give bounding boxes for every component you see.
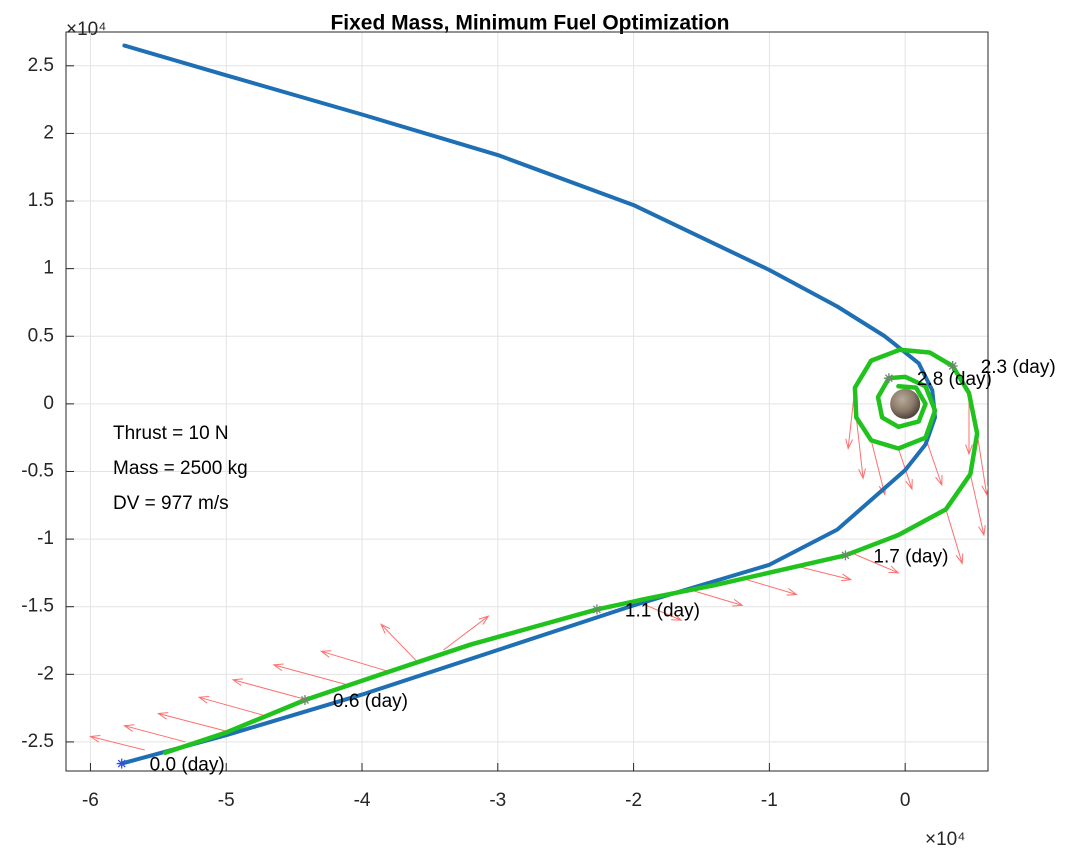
y-tick-label: 1 [43, 258, 54, 279]
time-label: 0.6 (day) [333, 691, 408, 712]
y-tick-label: 0 [43, 393, 54, 414]
y-tick-label: -0.5 [21, 460, 54, 481]
annotation: Mass = 2500 kg [113, 458, 248, 479]
y-tick-label: 0.5 [28, 325, 54, 346]
y-tick-label: 2 [43, 122, 54, 143]
time-marker [840, 550, 850, 560]
time-label: 1.7 (day) [873, 546, 948, 567]
chart: Fixed Mass, Minimum Fuel Optimization ×1… [0, 0, 1081, 849]
time-marker [117, 759, 127, 769]
annotation: Thrust = 10 N [113, 423, 229, 444]
y-exponent-label: ×10⁴ [66, 19, 106, 40]
time-label: 1.1 (day) [625, 600, 700, 621]
y-tick-label: -2 [37, 663, 54, 684]
y-tick-label: -2.5 [21, 731, 54, 752]
x-tick-label: 0 [900, 790, 911, 811]
x-tick-label: -6 [82, 790, 99, 811]
x-tick-label: -2 [625, 790, 642, 811]
time-marker [884, 373, 894, 383]
y-tick-label: -1 [37, 528, 54, 549]
annotation: DV = 977 m/s [113, 493, 229, 514]
y-tick-label: 1.5 [28, 190, 54, 211]
x-tick-label: -4 [354, 790, 371, 811]
time-marker [592, 604, 602, 614]
y-tick-label: -1.5 [21, 596, 54, 617]
time-marker [300, 695, 310, 705]
x-tick-label: -5 [218, 790, 235, 811]
x-tick-label: -3 [489, 790, 506, 811]
time-label: 2.8 (day) [917, 369, 992, 390]
y-tick-label: 2.5 [28, 55, 54, 76]
chart-title: Fixed Mass, Minimum Fuel Optimization [330, 12, 729, 35]
moon [890, 389, 920, 419]
x-exponent-label: ×10⁴ [925, 829, 965, 849]
x-tick-label: -1 [761, 790, 778, 811]
time-label: 0.0 (day) [150, 755, 225, 776]
time-label: 2.3 (day) [981, 357, 1056, 378]
